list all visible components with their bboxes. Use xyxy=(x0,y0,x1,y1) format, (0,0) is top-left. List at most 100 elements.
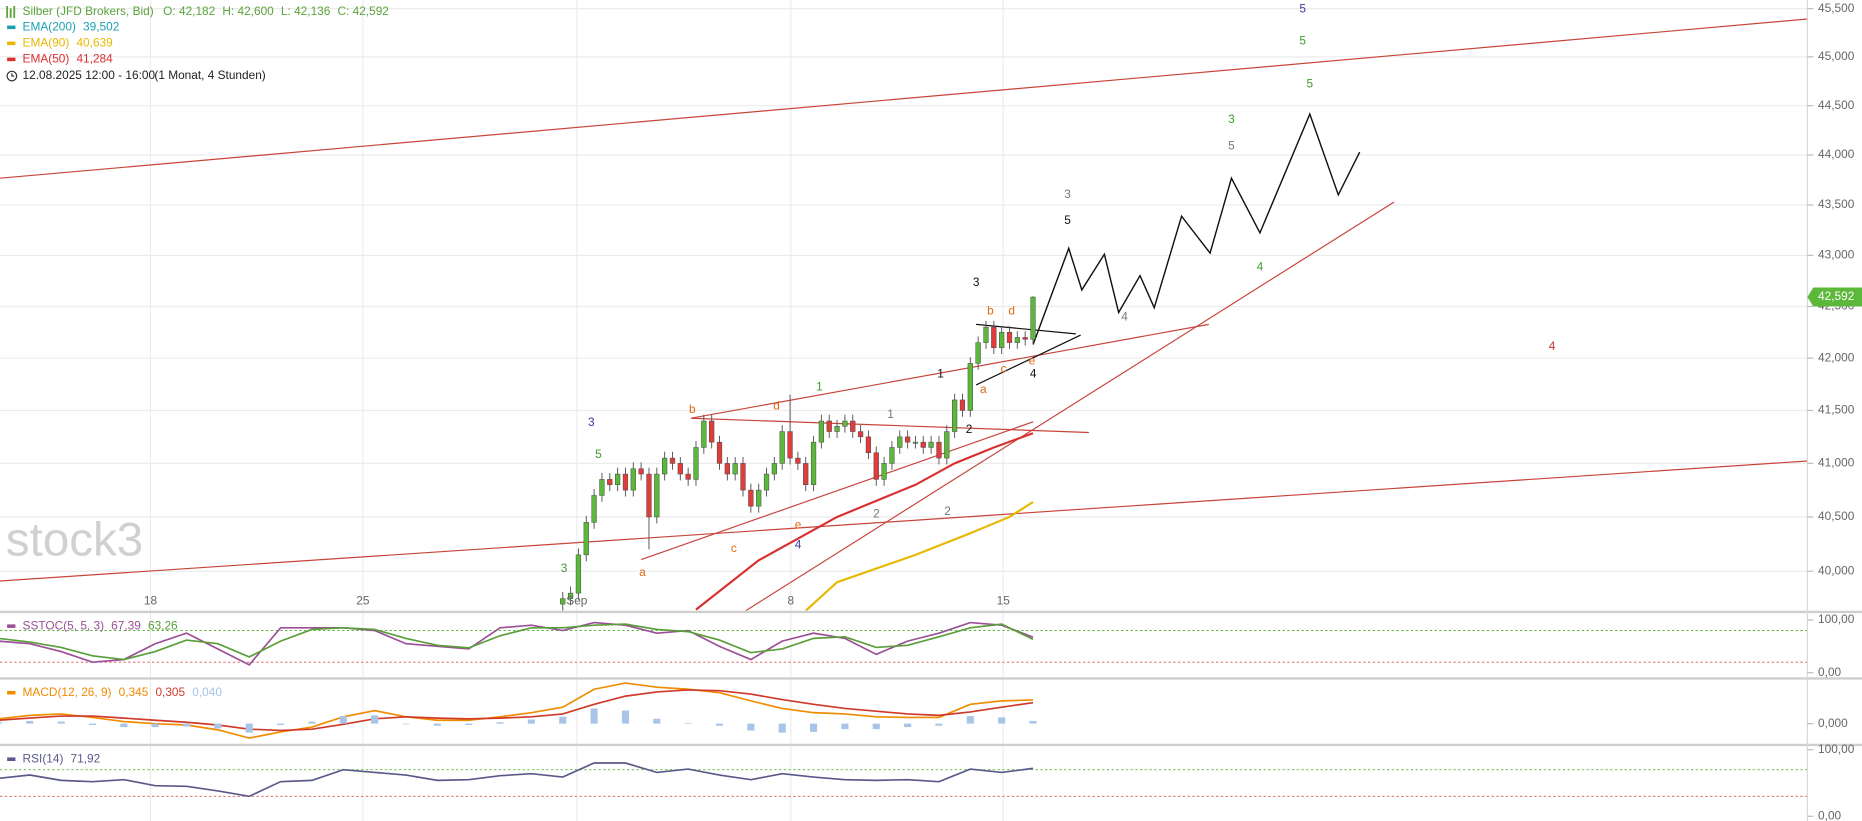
wave-label: 4 xyxy=(1121,309,1128,323)
legend-swatch xyxy=(7,624,16,628)
candle-body xyxy=(560,598,566,605)
indicator-value: 0,305 xyxy=(155,685,185,699)
histogram-bar xyxy=(88,723,97,726)
ohlc: C: 42,592 xyxy=(338,4,389,18)
price-tag-label: 42,592 xyxy=(1818,289,1854,303)
histogram-bar xyxy=(778,723,786,733)
histogram-bar xyxy=(120,723,128,728)
wave-label: 4 xyxy=(1030,366,1037,380)
candle-body xyxy=(1022,337,1028,340)
y-tick-label: 0,00 xyxy=(1818,665,1841,679)
candle-body xyxy=(756,489,762,507)
candle-body xyxy=(959,399,966,411)
header: Silber (JFD Brokers, Bid) O: 42,182 H: 4… xyxy=(6,4,389,82)
histogram-bar xyxy=(308,721,316,724)
y-tick-label: 45,000 xyxy=(1818,49,1855,63)
histogram-bar xyxy=(653,718,661,724)
wave-label: 5 xyxy=(1307,76,1314,90)
wave-label: d xyxy=(773,398,780,412)
histogram-bar xyxy=(684,722,692,724)
ema-line xyxy=(804,501,1034,611)
trend-line xyxy=(745,201,1395,611)
y-tick-label: 100,00 xyxy=(1818,612,1855,626)
candle-body xyxy=(724,463,730,475)
candle-body xyxy=(607,479,613,485)
candle-body xyxy=(732,463,738,475)
candle-body xyxy=(575,554,582,594)
indicator-title: MACD(12, 26, 9) xyxy=(23,685,112,699)
candle-body xyxy=(803,463,809,485)
candle-body xyxy=(685,473,691,480)
candle-body xyxy=(850,420,856,432)
candle-body xyxy=(810,441,817,485)
rsi-panel xyxy=(0,762,1808,798)
candle-body xyxy=(897,436,903,448)
wave-label: c xyxy=(1000,362,1006,376)
legend-value: 41,284 xyxy=(76,52,113,66)
wave-label: b xyxy=(987,303,994,317)
candle-body xyxy=(693,447,699,480)
y-tick-label: 40,500 xyxy=(1818,509,1855,523)
legend-swatch xyxy=(7,57,16,62)
candle-body xyxy=(701,420,707,448)
histogram-bar xyxy=(433,723,441,726)
wave-label: 1 xyxy=(937,366,944,380)
candle-body xyxy=(889,447,895,464)
candle-body xyxy=(591,495,597,523)
candle-body xyxy=(669,457,676,464)
y-tick-label: 41,500 xyxy=(1818,403,1855,417)
sstoc-panel xyxy=(0,621,1808,666)
wave-label: 3 xyxy=(1228,112,1235,126)
y-tick-label: 43,500 xyxy=(1818,197,1855,211)
indicator-line xyxy=(0,621,1034,666)
triangle-line xyxy=(975,334,1081,386)
wave-label: 4 xyxy=(1257,259,1264,273)
trend-line xyxy=(0,18,1808,179)
triangle-line xyxy=(976,323,1076,335)
candle-body xyxy=(920,441,926,448)
y-tick-label: 0,00 xyxy=(1818,808,1841,821)
candle-body xyxy=(646,473,652,518)
candle-body xyxy=(834,426,840,432)
candle-body xyxy=(944,431,950,459)
candle-body xyxy=(709,420,715,443)
wave-label: 2 xyxy=(966,422,973,436)
candle-body xyxy=(967,363,973,411)
candle-body xyxy=(662,457,668,475)
histogram-bar xyxy=(998,717,1006,724)
wave-label: a xyxy=(639,565,646,579)
histogram-bar xyxy=(715,723,724,726)
candle-body xyxy=(740,463,746,491)
wave-label: 5 xyxy=(1299,34,1306,48)
candle-body xyxy=(912,441,919,444)
wave-label: e xyxy=(795,517,802,531)
candle-body xyxy=(654,473,660,518)
wave-label: 3 xyxy=(1064,187,1071,201)
candle-body xyxy=(599,479,605,496)
indicator-line xyxy=(0,682,1034,739)
candle-body xyxy=(771,463,777,475)
histogram-bar xyxy=(496,722,504,724)
candle-body xyxy=(614,473,621,485)
candle-body xyxy=(622,473,629,491)
ohlc: O: 42,182 xyxy=(163,4,215,18)
wave-label: 3 xyxy=(588,415,595,429)
legend-swatch xyxy=(7,757,16,761)
ohlc: L: 42,136 xyxy=(281,4,331,18)
wave-label: 5 xyxy=(1228,138,1235,152)
indicator-line xyxy=(0,689,1034,732)
wave-label: 2 xyxy=(873,507,880,521)
histogram-bar xyxy=(935,723,943,726)
wave-label: b xyxy=(689,402,696,416)
legend-name: EMA(200) xyxy=(23,19,76,33)
histogram-bar xyxy=(747,723,755,731)
candle-body xyxy=(842,420,848,427)
clock-icon xyxy=(6,70,18,82)
histogram-bar xyxy=(57,721,65,724)
trend-line xyxy=(691,323,1209,419)
timeframe: 12.08.2025 12:00 - 16:00 xyxy=(23,68,156,82)
x-tick-label: Sep xyxy=(566,593,588,607)
symbol: Silber (JFD Brokers, Bid) xyxy=(23,4,154,18)
candle-body xyxy=(881,463,887,480)
y-tick-label: 100,00 xyxy=(1818,742,1855,756)
